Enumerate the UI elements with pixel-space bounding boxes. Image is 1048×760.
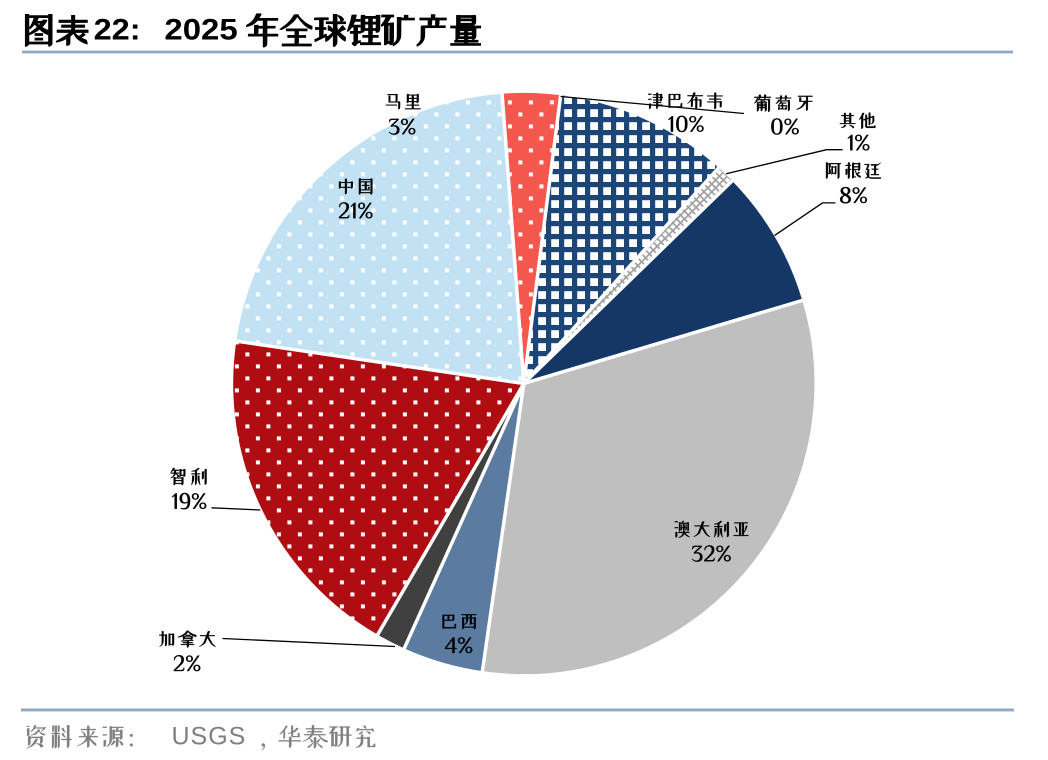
svg-text:USGS: USGS <box>172 723 247 751</box>
svg-text:2025: 2025 <box>164 14 237 47</box>
svg-text:22:: 22: <box>94 14 141 47</box>
